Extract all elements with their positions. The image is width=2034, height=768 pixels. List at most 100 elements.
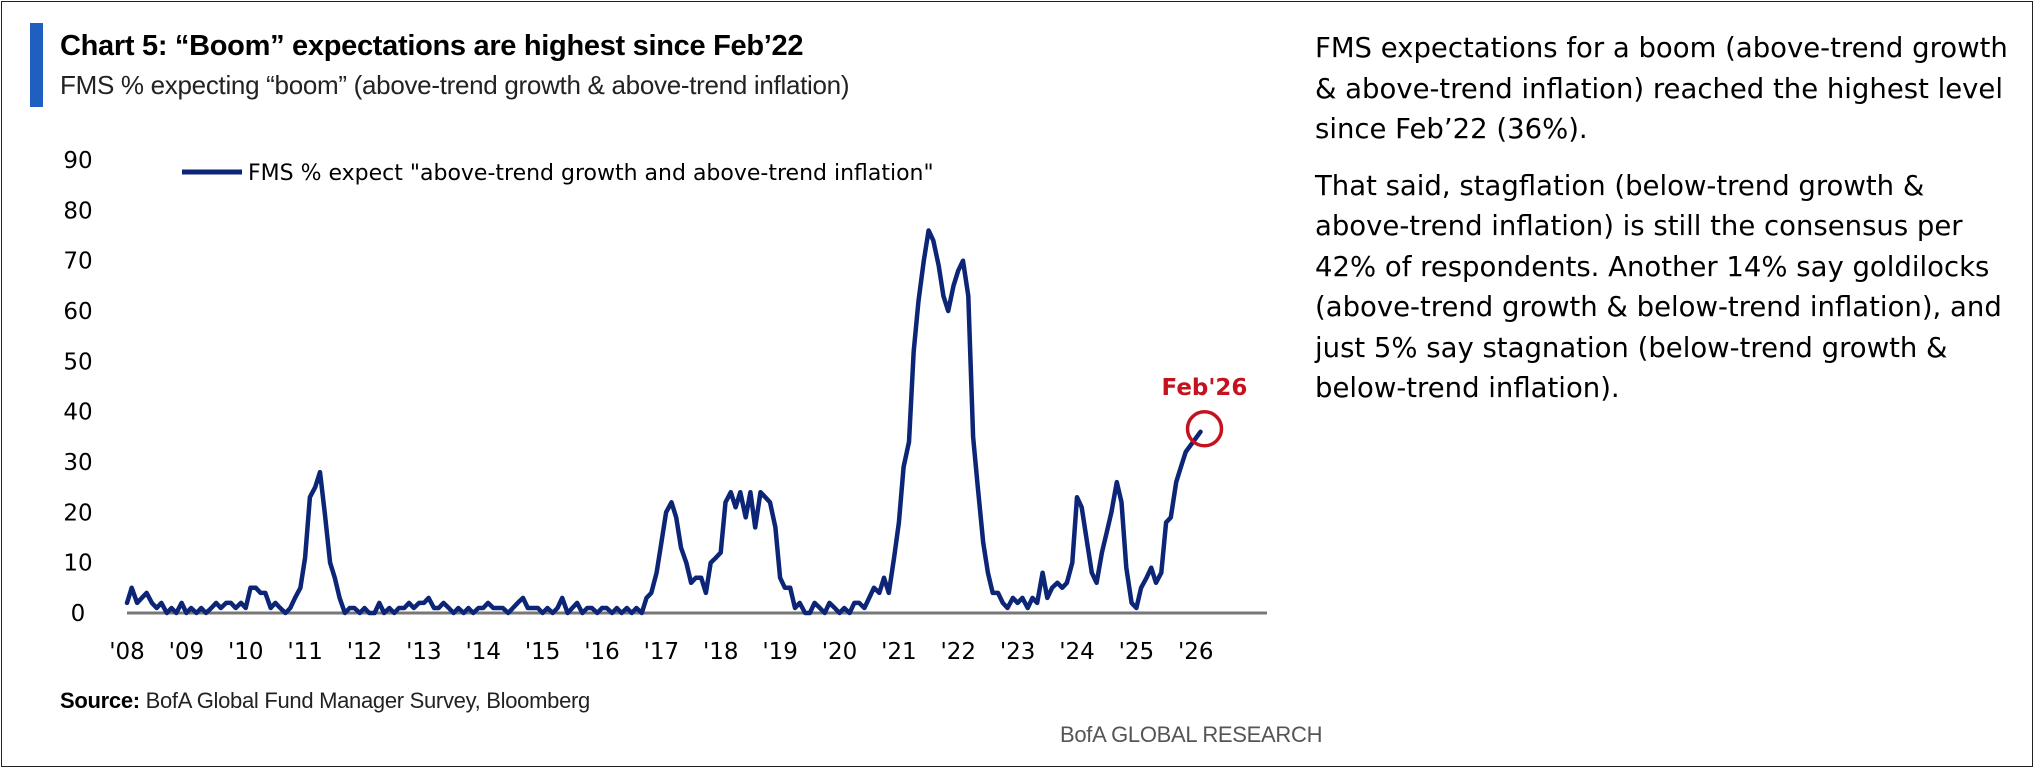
data-point: [561, 596, 564, 599]
data-point: [452, 612, 455, 615]
data-point: [329, 561, 332, 564]
x-tick-label: '24: [1059, 639, 1095, 665]
data-point: [126, 601, 129, 604]
data-point: [581, 612, 584, 615]
data-point: [991, 591, 994, 594]
data-point: [912, 350, 915, 353]
x-tick-label: '09: [169, 639, 205, 665]
y-axis-ticks: 0 10 20 30 40 50 60 70 80 90: [63, 148, 92, 627]
x-axis-ticks: '08 '09 '10 '11 '12 '13 '14 '15 '16 '17 '18 '19 '20 '…: [109, 639, 1213, 665]
x-tick-label: '08: [109, 639, 145, 665]
data-point: [660, 541, 663, 544]
data-point: [1051, 586, 1054, 589]
data-point: [700, 576, 703, 579]
data-point: [195, 612, 198, 615]
data-point: [709, 561, 712, 564]
data-point: [1120, 501, 1123, 504]
data-point: [299, 586, 302, 589]
data-point: [804, 612, 807, 615]
data-point: [368, 612, 371, 615]
data-point: [927, 229, 930, 232]
data-point: [754, 526, 757, 529]
data-point: [887, 591, 890, 594]
data-point: [353, 607, 356, 610]
data-point: [1184, 450, 1187, 453]
data-point: [680, 546, 683, 549]
data-point: [185, 612, 188, 615]
data-point: [319, 471, 322, 474]
data-point: [908, 440, 911, 443]
data-point: [675, 516, 678, 519]
data-point: [1130, 601, 1133, 604]
data-point: [422, 601, 425, 604]
data-point: [249, 586, 252, 589]
data-point: [284, 612, 287, 615]
data-point: [160, 601, 163, 604]
y-tick-label: 80: [63, 198, 92, 224]
data-point: [225, 601, 228, 604]
data-point: [304, 556, 307, 559]
data-point: [447, 607, 450, 610]
data-point: [590, 607, 593, 610]
y-tick-label: 90: [63, 148, 92, 174]
data-point: [1080, 506, 1083, 509]
data-point: [229, 601, 232, 604]
data-point: [640, 612, 643, 615]
data-point: [690, 581, 693, 584]
data-point: [759, 491, 762, 494]
data-point: [769, 501, 772, 504]
line-chart: 0 10 20 30 40 50 60 70 80 90 '08 '09 '10 '11 '12 '13 '1…: [63, 148, 1267, 665]
data-point: [868, 596, 871, 599]
data-point: [1061, 586, 1064, 589]
legend: FMS % expect "above-trend growth and abo…: [182, 161, 934, 186]
data-point: [1135, 607, 1138, 610]
annotation-label: Feb'26: [1162, 375, 1248, 401]
data-point: [418, 601, 421, 604]
data-point: [586, 607, 589, 610]
y-tick-label: 10: [63, 551, 92, 577]
data-point: [1179, 466, 1182, 469]
data-point: [1065, 581, 1068, 584]
data-point: [457, 607, 460, 610]
data-point: [1105, 531, 1108, 534]
data-point: [1036, 601, 1039, 604]
data-point: [259, 591, 262, 594]
data-point: [1090, 571, 1093, 574]
data-point: [611, 612, 614, 615]
y-tick-label: 20: [63, 500, 92, 526]
data-point: [556, 607, 559, 610]
data-point: [551, 612, 554, 615]
data-point: [487, 601, 490, 604]
data-point: [853, 601, 856, 604]
x-tick-label: '26: [1178, 639, 1214, 665]
data-point: [694, 576, 697, 579]
data-point: [323, 511, 326, 514]
x-tick-label: '16: [584, 639, 620, 665]
data-point: [136, 601, 139, 604]
data-point: [130, 586, 133, 589]
data-point: [1100, 551, 1103, 554]
series-line-fms-boom: [124, 228, 1203, 616]
data-point: [403, 607, 406, 610]
data-point: [783, 586, 786, 589]
data-point: [645, 596, 648, 599]
data-point: [526, 607, 529, 610]
data-point: [393, 612, 396, 615]
data-point: [190, 607, 193, 610]
data-point: [566, 612, 569, 615]
data-point: [472, 612, 475, 615]
data-point: [1016, 601, 1019, 604]
data-point: [546, 607, 549, 610]
data-point: [1155, 581, 1158, 584]
data-point: [605, 607, 608, 610]
data-point: [358, 612, 361, 615]
data-point: [274, 601, 277, 604]
data-point: [507, 612, 510, 615]
data-point: [333, 576, 336, 579]
data-point: [516, 601, 519, 604]
x-tick-label: '15: [525, 639, 561, 665]
x-tick-label: '20: [822, 639, 858, 665]
data-point: [522, 596, 525, 599]
data-point: [843, 607, 846, 610]
